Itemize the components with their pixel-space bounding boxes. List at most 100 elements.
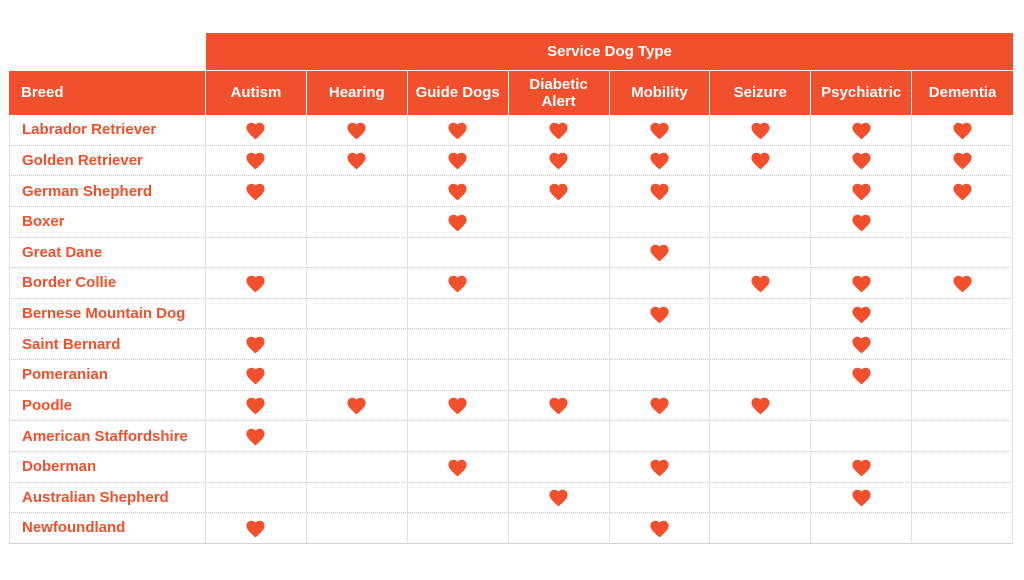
heart-icon — [448, 459, 467, 477]
service-cell-diabetic-alert — [508, 329, 610, 360]
heart-icon — [650, 398, 669, 415]
service-cell-autism — [206, 482, 307, 514]
service-cell-seizure — [710, 513, 812, 544]
service-cell-guide-dogs — [407, 360, 509, 391]
service-cell-autism — [206, 360, 307, 391]
service-cell-guide-dogs — [407, 145, 509, 177]
service-dog-table: Breed Autism Hearing Guide Dogs Diabetic Ale… — [9, 71, 1013, 544]
heart-icon — [448, 183, 467, 201]
heart-icon — [852, 153, 871, 170]
breed-cell: American Staffordshire — [9, 421, 206, 452]
service-cell-dementia — [912, 421, 1013, 452]
service-cell-autism — [206, 451, 307, 483]
service-cell-seizure — [710, 115, 812, 146]
breed-cell: Australian Shepherd — [9, 482, 206, 514]
breed-cell: Golden Retriever — [9, 145, 206, 177]
heart-icon — [650, 306, 669, 323]
service-cell-psychiatric — [811, 513, 913, 544]
service-cell-mobility — [609, 268, 711, 299]
service-cell-mobility — [609, 482, 711, 514]
service-cell-hearing — [306, 421, 408, 452]
column-header-breed: Breed — [9, 71, 206, 115]
service-cell-autism — [206, 298, 307, 330]
service-cell-hearing — [306, 206, 408, 238]
service-cell-hearing — [306, 115, 408, 146]
service-cell-autism — [206, 268, 307, 299]
heart-icon — [448, 275, 467, 293]
service-cell-psychiatric — [811, 176, 913, 207]
breed-cell: Bernese Mountain Dog — [9, 298, 206, 330]
service-cell-guide-dogs — [407, 482, 509, 514]
service-cell-seizure — [710, 421, 812, 452]
breed-cell: Saint Bernard — [9, 329, 206, 360]
service-cell-dementia — [912, 268, 1013, 299]
heart-icon — [650, 245, 669, 262]
service-cell-dementia — [912, 145, 1013, 177]
service-cell-dementia — [912, 360, 1013, 391]
service-cell-diabetic-alert — [508, 390, 610, 422]
heart-icon — [549, 398, 568, 415]
service-cell-autism — [206, 329, 307, 360]
heart-icon — [650, 520, 669, 538]
heart-icon — [852, 306, 871, 323]
heart-icon — [650, 459, 669, 477]
service-cell-diabetic-alert — [508, 268, 610, 299]
service-cell-dementia — [912, 298, 1013, 330]
heart-icon — [650, 153, 669, 170]
service-cell-psychiatric — [811, 237, 913, 269]
heart-icon — [852, 122, 871, 140]
heart-icon — [852, 214, 871, 232]
heart-icon — [751, 275, 770, 293]
service-cell-autism — [206, 390, 307, 422]
service-cell-mobility — [609, 145, 711, 177]
service-cell-guide-dogs — [407, 268, 509, 299]
heart-icon — [549, 122, 568, 140]
service-cell-mobility — [609, 451, 711, 483]
column-header-psychiatric: Psychiatric — [811, 71, 913, 115]
column-header-diabetic-alert: Diabetic Alert — [508, 71, 610, 115]
service-cell-guide-dogs — [407, 421, 509, 452]
heart-icon — [852, 367, 871, 385]
service-cell-diabetic-alert — [508, 451, 610, 483]
service-cell-mobility — [609, 421, 711, 452]
heart-icon — [448, 398, 467, 415]
heart-icon — [549, 183, 568, 201]
heart-icon — [347, 122, 366, 140]
service-cell-psychiatric — [811, 115, 913, 146]
service-cell-dementia — [912, 513, 1013, 544]
column-header-seizure: Seizure — [710, 71, 812, 115]
column-header-mobility: Mobility — [609, 71, 711, 115]
service-cell-psychiatric — [811, 482, 913, 514]
service-cell-dementia — [912, 451, 1013, 483]
service-cell-guide-dogs — [407, 390, 509, 422]
service-cell-dementia — [912, 329, 1013, 360]
service-cell-psychiatric — [811, 360, 913, 391]
service-cell-dementia — [912, 237, 1013, 269]
service-cell-hearing — [306, 145, 408, 177]
service-cell-guide-dogs — [407, 115, 509, 146]
heart-icon — [549, 153, 568, 170]
service-cell-seizure — [710, 360, 812, 391]
service-cell-hearing — [306, 390, 408, 422]
heart-icon — [952, 122, 972, 140]
service-cell-hearing — [306, 360, 408, 391]
service-cell-mobility — [609, 206, 711, 238]
service-cell-mobility — [609, 360, 711, 391]
column-header-guide-dogs: Guide Dogs — [407, 71, 509, 115]
service-cell-guide-dogs — [407, 451, 509, 483]
heart-icon — [246, 153, 266, 170]
breed-cell: Poodle — [9, 390, 206, 422]
service-cell-diabetic-alert — [508, 298, 610, 330]
breed-cell: German Shepherd — [9, 176, 206, 207]
service-cell-hearing — [306, 513, 408, 544]
service-cell-guide-dogs — [407, 513, 509, 544]
column-header-hearing: Hearing — [306, 71, 408, 115]
service-cell-hearing — [306, 329, 408, 360]
service-cell-psychiatric — [811, 145, 913, 177]
service-cell-guide-dogs — [407, 329, 509, 360]
service-cell-diabetic-alert — [508, 513, 610, 544]
service-cell-psychiatric — [811, 390, 913, 422]
service-cell-seizure — [710, 390, 812, 422]
service-cell-mobility — [609, 329, 711, 360]
service-cell-mobility — [609, 513, 711, 544]
